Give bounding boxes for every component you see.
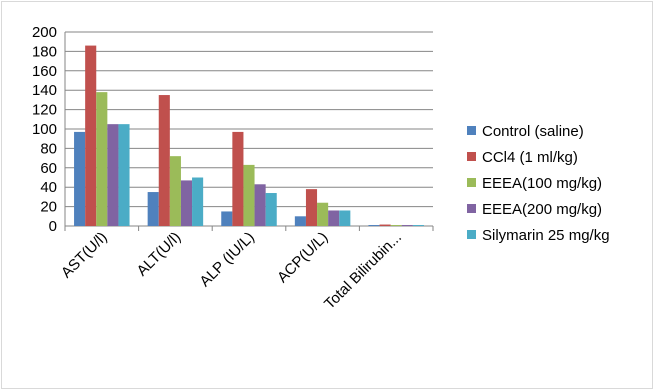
- y-tick-label: 140: [32, 82, 57, 99]
- y-tick-label: 160: [32, 63, 57, 80]
- bar-5-1: [118, 124, 130, 226]
- y-tick-label: 80: [40, 140, 57, 157]
- bar-4-3: [254, 184, 266, 226]
- bar-3-2: [169, 156, 181, 226]
- bar-1-5: [368, 225, 380, 226]
- legend-swatch: [467, 230, 476, 239]
- legend-swatch: [467, 152, 476, 161]
- bar-5-2: [192, 177, 204, 226]
- legend-swatch: [467, 126, 476, 135]
- bar-2-3: [232, 131, 244, 226]
- bar-4-1: [107, 124, 119, 226]
- bar-2-2: [158, 95, 170, 226]
- y-tick-label: 120: [32, 102, 57, 119]
- category-label: Total Bilirubin...: [321, 229, 405, 313]
- y-tick-label: 0: [49, 218, 57, 235]
- legend-label: Control (saline): [482, 123, 584, 140]
- legend-swatch: [467, 204, 476, 213]
- bar-2-1: [85, 45, 97, 226]
- bar-3-5: [390, 225, 402, 226]
- bar-1-2: [147, 192, 159, 226]
- bar-5-5: [412, 225, 424, 226]
- bar-4-2: [180, 180, 193, 226]
- bar-2-4: [305, 189, 318, 226]
- bar-3-3: [243, 164, 255, 226]
- legend-label: EEEA(200 mg/kg): [482, 201, 602, 218]
- bar-3-1: [96, 92, 108, 226]
- bar-4-4: [328, 210, 340, 226]
- bar-5-3: [265, 193, 277, 226]
- y-tick-label: 200: [32, 24, 57, 41]
- bar-3-4: [317, 202, 329, 226]
- y-tick-label: 180: [32, 43, 57, 60]
- y-tick-label: 40: [40, 179, 57, 196]
- category-label: ALT(U/l): [134, 229, 185, 280]
- bar-1-3: [221, 211, 233, 226]
- y-tick-label: 20: [40, 199, 57, 216]
- bar-5-4: [339, 210, 351, 226]
- legend-swatch: [467, 178, 476, 187]
- bar-4-5: [401, 225, 413, 226]
- bar-1-1: [74, 131, 86, 226]
- bar-2-5: [379, 224, 391, 226]
- category-label: ACP(U/L): [274, 229, 331, 286]
- category-label: ALP (IU/L): [196, 229, 257, 290]
- bar-1-4: [294, 216, 306, 226]
- category-label: AST(U/l): [58, 229, 111, 282]
- y-tick-label: 60: [40, 160, 57, 177]
- legend-label: CCl4 (1 ml/kg): [482, 149, 578, 166]
- legend-label: Silymarin 25 mg/kg: [482, 227, 610, 244]
- legend-label: EEEA(100 mg/kg): [482, 175, 602, 192]
- y-tick-label: 100: [32, 121, 57, 138]
